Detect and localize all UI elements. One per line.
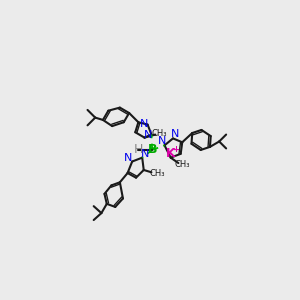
Text: +: + <box>172 145 180 154</box>
Text: CH₃: CH₃ <box>175 160 190 169</box>
Text: B: B <box>148 143 157 157</box>
Text: H: H <box>134 143 143 157</box>
Text: CH₃: CH₃ <box>152 128 167 137</box>
Text: K: K <box>166 146 175 160</box>
Text: CH₃: CH₃ <box>150 169 165 178</box>
Text: N: N <box>140 119 148 129</box>
Text: N: N <box>158 136 166 146</box>
Text: N: N <box>124 153 133 164</box>
Text: N: N <box>171 129 179 139</box>
Text: N: N <box>143 130 152 140</box>
Text: N: N <box>141 149 149 159</box>
